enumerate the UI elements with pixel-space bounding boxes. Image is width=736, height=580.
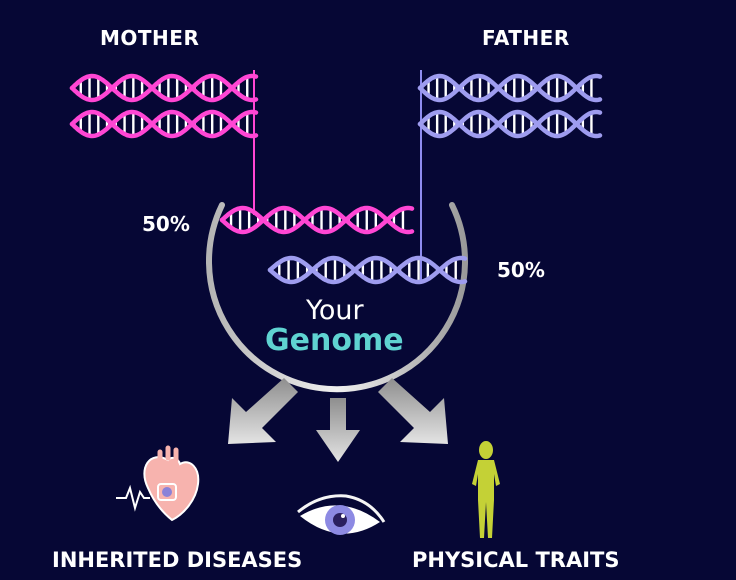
dna-backbone	[267, 255, 468, 285]
mother-share-label: 50%	[142, 212, 190, 236]
physical-traits-label: PHYSICAL TRAITS	[412, 548, 620, 572]
your-label: Your	[306, 295, 364, 326]
inherited-diseases-label: INHERITED DISEASES	[52, 548, 303, 572]
mother-label: MOTHER	[100, 26, 200, 50]
father-dna-icon	[417, 109, 603, 139]
eye-icon	[297, 494, 386, 535]
dna-backbone	[417, 109, 603, 139]
dna-backbone	[219, 205, 415, 235]
dna-backbone	[417, 109, 603, 139]
dna-backbone	[69, 109, 259, 139]
dna-backbone	[219, 205, 415, 235]
dna-backbone	[69, 73, 259, 103]
mother-dna-icon	[69, 109, 259, 139]
person-silhouette-icon	[472, 441, 500, 538]
dna-backbone	[69, 109, 259, 139]
arrow-down-icon	[228, 378, 448, 462]
dna-backbone	[417, 73, 603, 103]
dna-backbone	[69, 73, 259, 103]
father-dna-icon	[267, 255, 468, 285]
father-label: FATHER	[482, 26, 570, 50]
dna-backbone	[417, 73, 603, 103]
dna-backbone	[267, 255, 468, 285]
genome-label: Genome	[265, 323, 404, 358]
father-dna-icon	[417, 73, 603, 103]
mother-dna-icon	[219, 205, 415, 235]
father-share-label: 50%	[497, 258, 545, 282]
heart-icon	[116, 445, 200, 522]
mother-dna-icon	[69, 73, 259, 103]
